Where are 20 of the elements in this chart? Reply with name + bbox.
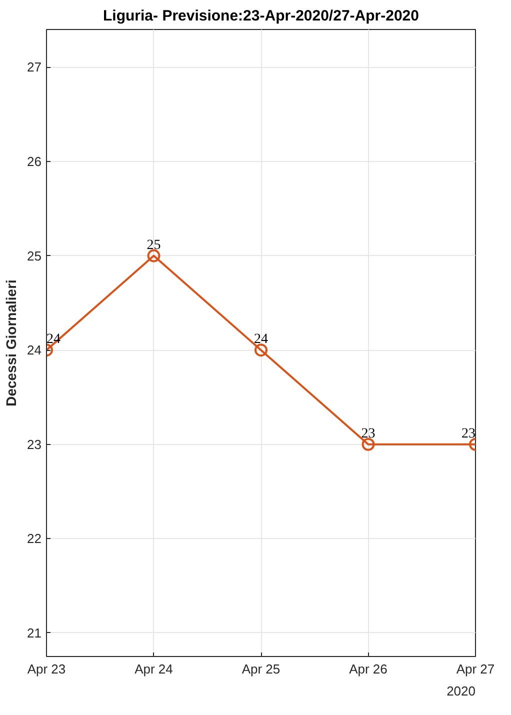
data-label: 25 xyxy=(146,238,161,253)
x-tick-label: Apr 27 xyxy=(456,662,495,676)
data-label: 23 xyxy=(361,426,376,442)
y-tick-label: 25 xyxy=(27,248,42,264)
x-tick-label: Apr 24 xyxy=(134,662,173,676)
y-axis-title: Decessi Giornalieri xyxy=(3,280,20,406)
chart-title: Liguria- Previsione:23-Apr-2020/27-Apr-2020 xyxy=(103,8,419,24)
y-tick-label: 26 xyxy=(27,154,42,169)
y-tick-label: 23 xyxy=(27,436,42,452)
point xyxy=(254,344,268,357)
y-tick-label: 22 xyxy=(27,531,42,546)
x-tick-label: Apr 23 xyxy=(27,662,66,676)
data-label: 24 xyxy=(254,332,268,348)
text: 2020 xyxy=(446,684,476,698)
y-tick-label: 21 xyxy=(27,625,42,640)
x-tick-label: Apr 26 xyxy=(349,662,388,676)
y-tick-label: 27 xyxy=(27,60,42,75)
x-tick-label: Apr 25 xyxy=(242,662,280,676)
data-label: 23 xyxy=(462,426,476,442)
y-tick-label: 24 xyxy=(27,342,42,358)
